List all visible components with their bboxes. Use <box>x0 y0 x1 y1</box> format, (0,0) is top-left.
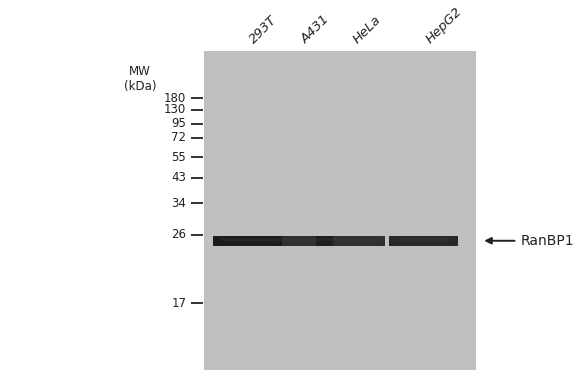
Bar <box>221 238 273 241</box>
Bar <box>398 238 449 241</box>
Text: HepG2: HepG2 <box>423 5 464 46</box>
Bar <box>213 235 282 246</box>
Text: MW
(kDa): MW (kDa) <box>124 65 157 93</box>
Text: 72: 72 <box>171 131 186 144</box>
Text: HeLa: HeLa <box>350 13 384 46</box>
Text: 43: 43 <box>171 171 186 184</box>
Bar <box>325 238 376 241</box>
Text: 17: 17 <box>171 297 186 310</box>
Text: 95: 95 <box>171 117 186 130</box>
Text: 34: 34 <box>171 197 186 210</box>
Text: RanBP1: RanBP1 <box>520 234 574 248</box>
Text: 180: 180 <box>164 92 186 105</box>
Bar <box>273 238 325 241</box>
Bar <box>316 235 385 246</box>
Text: 293T: 293T <box>247 13 280 46</box>
Bar <box>264 235 333 246</box>
Text: 130: 130 <box>164 103 186 116</box>
Bar <box>389 235 457 246</box>
Text: 55: 55 <box>172 151 186 164</box>
Text: 26: 26 <box>171 228 186 241</box>
Text: A431: A431 <box>299 12 332 46</box>
Bar <box>204 51 476 370</box>
